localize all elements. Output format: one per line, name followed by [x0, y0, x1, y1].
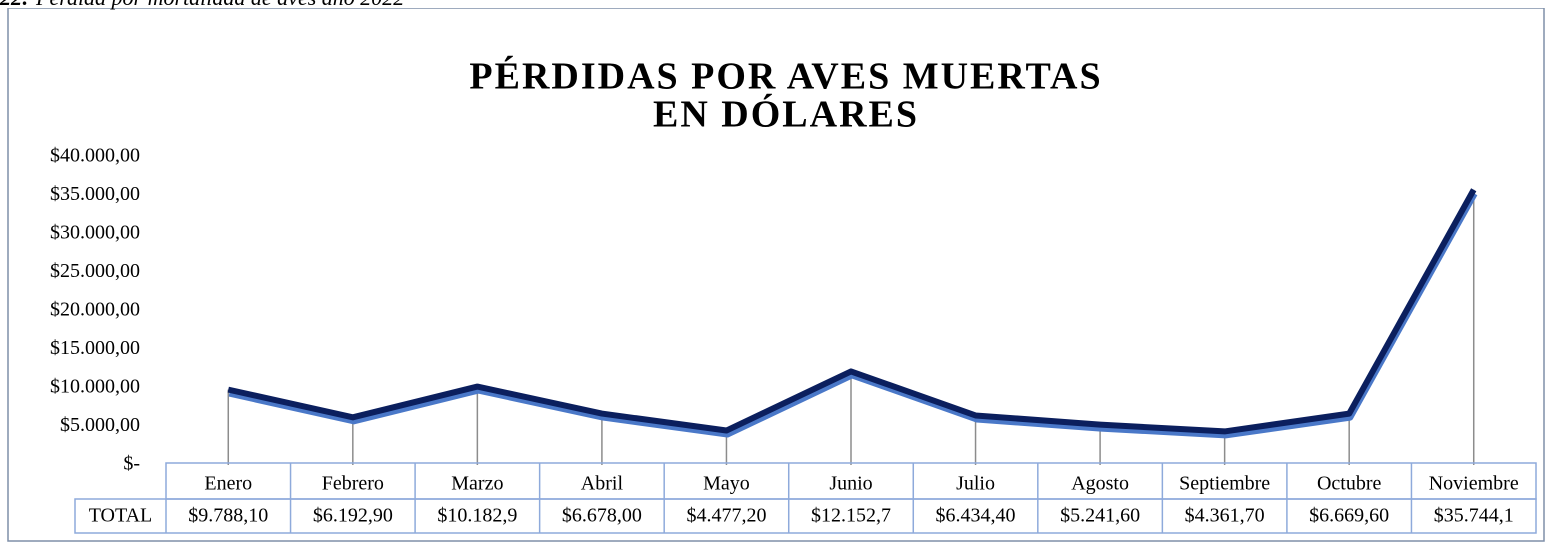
table-value-row [74, 498, 1537, 534]
y-tick-label: $25.000,00 [50, 260, 140, 282]
caption-label: 22: [0, 0, 29, 10]
table-value: $35.744,1 [1434, 505, 1514, 527]
x-tick-label: Marzo [451, 473, 503, 495]
y-tick-label: $35.000,00 [50, 183, 140, 205]
x-tick-label: Abril [581, 473, 624, 495]
x-tick-label: Noviembre [1429, 473, 1519, 495]
x-tick-label: Febrero [322, 473, 384, 495]
y-tick-label: $20.000,00 [50, 299, 140, 321]
table-value: $6.678,00 [562, 505, 642, 527]
x-tick-label: Junio [829, 473, 872, 495]
x-tick-label: Enero [204, 473, 252, 495]
y-tick-label: $30.000,00 [50, 222, 140, 244]
y-tick-label: $5.000,00 [60, 414, 140, 436]
x-tick-label: Agosto [1071, 473, 1129, 495]
x-tick-label: Septiembre [1179, 473, 1270, 495]
series-line [227, 188, 1477, 435]
table-value: $4.477,20 [686, 505, 766, 527]
table-value: $6.434,40 [936, 505, 1016, 527]
chart-frame [7, 7, 1545, 542]
table-value: $6.669,60 [1309, 505, 1389, 527]
table-value: $9.788,10 [188, 505, 268, 527]
y-tick-label: $10.000,00 [50, 376, 140, 398]
x-tick-label: Julio [956, 473, 995, 495]
table-value: $5.241,60 [1060, 505, 1140, 527]
y-tick-label: $15.000,00 [50, 337, 140, 359]
x-tick-label: Mayo [703, 473, 750, 495]
chart-title: PÉRDIDAS POR AVES MUERTAS [469, 56, 1102, 98]
caption-text: Pérdida por mortalidad de aves año 2022 [35, 0, 404, 10]
y-tick-label: $40.000,00 [50, 145, 140, 167]
caption-bg [0, 0, 1549, 8]
y-tick-label: $- [123, 453, 140, 475]
chart-title: EN DÓLARES [653, 94, 919, 136]
table-value: $4.361,70 [1185, 505, 1265, 527]
table-value: $10.182,9 [437, 505, 517, 527]
table-row-label: TOTAL [89, 505, 153, 527]
x-tick-label: Octubre [1317, 473, 1382, 495]
table-value: $12.152,7 [811, 505, 891, 527]
series-line-shadow [228, 192, 1478, 439]
table-value: $6.192,90 [313, 505, 393, 527]
